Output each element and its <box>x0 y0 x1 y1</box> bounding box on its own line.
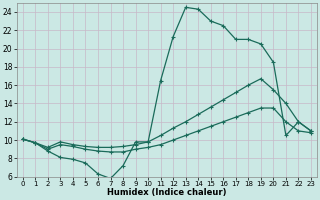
X-axis label: Humidex (Indice chaleur): Humidex (Indice chaleur) <box>107 188 227 197</box>
